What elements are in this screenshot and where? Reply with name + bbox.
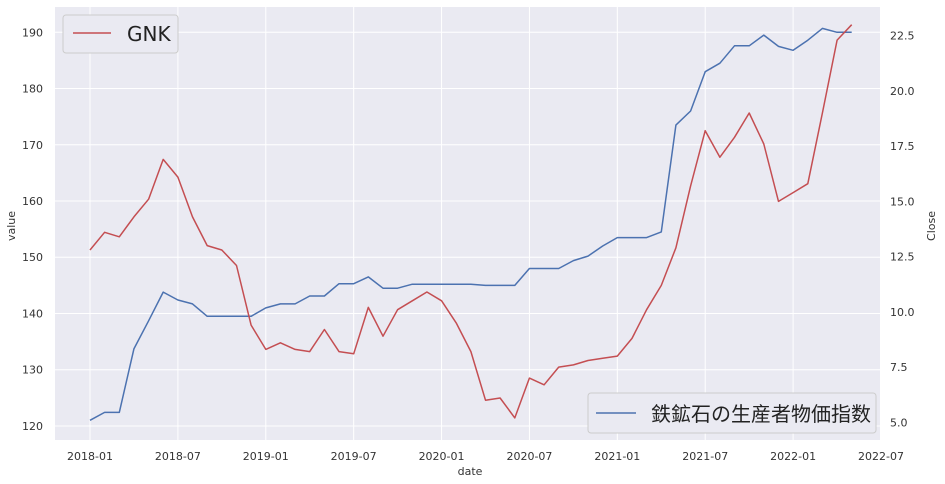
series-line-iron-ore-ppi	[89, 27, 852, 421]
x-tick-label: 2019-07	[331, 450, 377, 463]
y-left-tick-label: 150	[22, 251, 43, 264]
y-left-tick-label: 160	[22, 195, 43, 208]
y-axis-label-left: value	[5, 211, 18, 241]
legend-gnk-label: GNK	[127, 22, 171, 46]
x-tick-label: 2022-07	[858, 450, 904, 463]
grid	[55, 7, 882, 440]
legend-iron-ore: 鉄鉱石の生産者物価指数	[587, 392, 877, 434]
series-layer	[89, 24, 853, 421]
x-tick-label: 2018-01	[67, 450, 113, 463]
x-tick-label: 2020-07	[506, 450, 552, 463]
x-tick-label: 2021-01	[594, 450, 640, 463]
y-right-tick-label: 5.0	[890, 416, 908, 429]
y-left-tick-label: 120	[22, 420, 43, 433]
legend-gnk: GNK	[62, 14, 179, 54]
legend-iron-ore-label: 鉄鉱石の生産者物価指数	[651, 402, 871, 426]
y-left-tick-label: 180	[22, 83, 43, 96]
y-left-tick-label: 140	[22, 307, 43, 320]
ticks-layer: 120 130 140 150 160 170 180 190 2018-01 2018-07 20…	[22, 26, 915, 463]
y-left-tick-label: 190	[22, 26, 43, 39]
y-right-tick-label: 7.5	[890, 361, 908, 374]
y-right-tick-label: 20.0	[890, 85, 915, 98]
legend-gnk-box	[62, 14, 179, 54]
x-tick-label: 2018-07	[155, 450, 201, 463]
y-right-tick-label: 15.0	[890, 195, 915, 208]
y-right-tick-label: 12.5	[890, 251, 915, 264]
y-left-tick-label: 130	[22, 364, 43, 377]
y-right-tick-label: 17.5	[890, 140, 915, 153]
legend-iron-ore-box	[587, 392, 877, 434]
x-tick-label: 2020-01	[419, 450, 465, 463]
plot-background	[55, 7, 880, 440]
series-line-gnk	[89, 24, 853, 419]
y-axis-label-right: Close	[925, 211, 938, 241]
x-tick-label: 2021-07	[682, 450, 728, 463]
y-right-tick-label: 22.5	[890, 30, 915, 43]
x-tick-label: 2022-01	[770, 450, 816, 463]
y-left-tick-label: 170	[22, 139, 43, 152]
y-right-tick-label: 10.0	[890, 306, 915, 319]
x-tick-label: 2019-01	[243, 450, 289, 463]
x-axis-label: date	[458, 465, 483, 478]
